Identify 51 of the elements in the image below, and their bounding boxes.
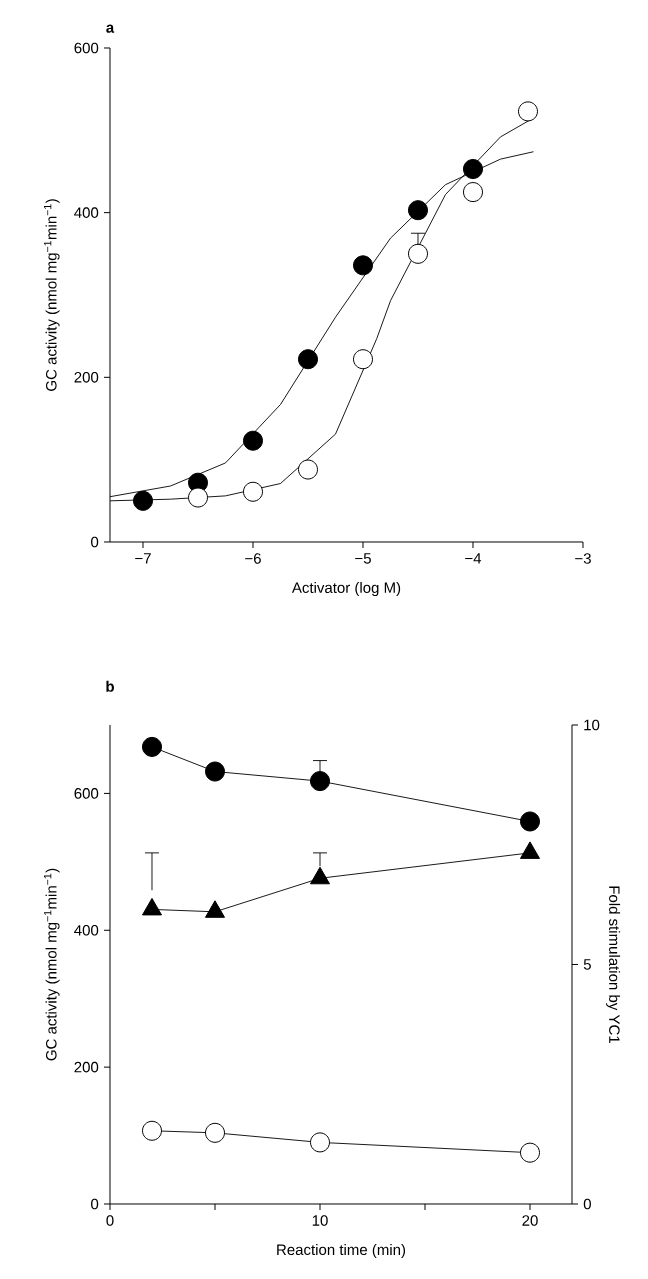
x-tick-label: −3 xyxy=(575,553,591,564)
point xyxy=(309,866,331,885)
point xyxy=(205,1122,225,1143)
point xyxy=(188,487,208,508)
point xyxy=(310,771,330,792)
x-axis-title: Activator (log M) xyxy=(291,582,401,596)
point xyxy=(298,349,318,370)
point xyxy=(353,255,373,276)
y2-tick-label: 0 xyxy=(583,1198,591,1210)
y-axis-title: GC activity (nmol mg$^{−1}$min$^{−1}$) xyxy=(44,199,60,391)
point xyxy=(518,101,538,122)
point xyxy=(243,481,263,502)
chart-title: b xyxy=(106,680,114,692)
x-tick-label: 0 xyxy=(106,1215,114,1226)
x-tick-label: 20 xyxy=(522,1215,538,1226)
x-tick-label: −5 xyxy=(355,553,371,564)
y-tick-label: 200 xyxy=(74,372,99,383)
y2-tick-label: 10 xyxy=(584,719,600,731)
y-tick-label: 600 xyxy=(74,788,99,799)
y-tick-label: 400 xyxy=(74,924,99,936)
x-axis-title: Reaction time (min) xyxy=(277,1244,406,1258)
point xyxy=(520,811,540,832)
point xyxy=(243,430,263,451)
point xyxy=(204,900,226,918)
y-tick-label: 0 xyxy=(91,1198,99,1210)
point xyxy=(520,1142,540,1163)
point xyxy=(463,159,483,180)
y-tick-label: 600 xyxy=(74,42,99,54)
point xyxy=(353,349,373,370)
x-tick-label: −7 xyxy=(135,553,151,564)
y2-axis-title: Fold stimulation by YC1 xyxy=(606,886,621,1043)
point xyxy=(142,736,162,757)
point xyxy=(310,1132,330,1153)
chart-title: a xyxy=(106,24,115,33)
x-tick-label: −4 xyxy=(465,553,482,564)
x-tick-label: −6 xyxy=(245,553,261,564)
point xyxy=(205,761,225,782)
point xyxy=(408,200,428,221)
point xyxy=(142,1120,162,1141)
y-tick-label: 0 xyxy=(91,536,99,548)
point xyxy=(133,490,153,511)
point xyxy=(141,897,163,916)
point xyxy=(408,243,428,264)
y2-tick-label: 5 xyxy=(583,959,591,970)
point xyxy=(519,841,541,859)
y-tick-label: 200 xyxy=(74,1061,99,1073)
y-tick-label: 400 xyxy=(74,207,99,218)
point xyxy=(298,459,318,480)
point xyxy=(463,182,483,203)
y-axis-title: GC activity (nmol mg$^{−1}$min$^{−1}$) xyxy=(44,868,60,1061)
x-tick-label: 10 xyxy=(312,1215,328,1226)
